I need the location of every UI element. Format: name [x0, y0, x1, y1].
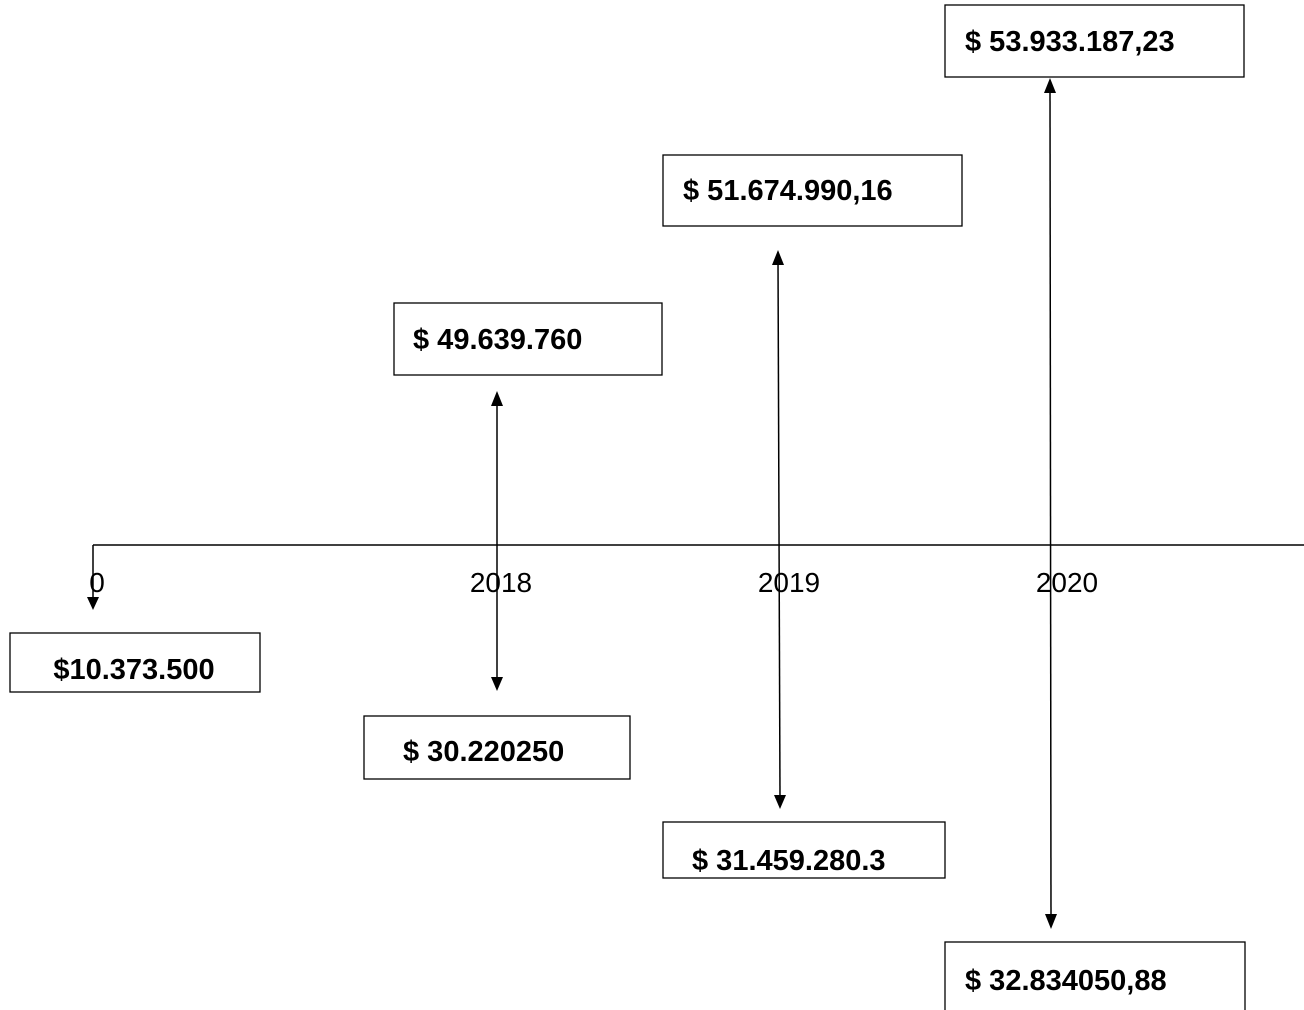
- period-label: 0: [89, 567, 105, 598]
- flow-arrow: [777, 259, 781, 799]
- arrow-head: [491, 677, 503, 691]
- amount-box: [363, 715, 631, 780]
- inflow-amount: $ 51.674.990,16: [683, 175, 893, 207]
- period-label: 2020: [1036, 567, 1098, 598]
- period-label: 2019: [758, 567, 820, 598]
- amount-box: [662, 821, 946, 879]
- inflow-amount: $ 49.639.760: [413, 324, 582, 356]
- arrow-head: [491, 391, 503, 406]
- inflow-amount: $ 53.933.187,23: [965, 26, 1175, 58]
- outflow-amount: $10.373.500: [53, 654, 214, 686]
- arrow-head: [1044, 78, 1056, 93]
- amount-box: [662, 154, 963, 227]
- flow-arrow: [1049, 87, 1052, 919]
- amount-box: [393, 302, 663, 376]
- arrow-head: [87, 597, 99, 610]
- amount-box: [9, 632, 261, 693]
- outflow-amount: $ 31.459.280.3: [692, 845, 886, 877]
- arrow-head: [772, 250, 784, 265]
- outflow-amount: $ 30.220250: [403, 736, 564, 768]
- outflow-amount: $ 32.834050,88: [965, 965, 1167, 997]
- period-label: 2018: [470, 567, 532, 598]
- arrow-head: [1045, 914, 1057, 929]
- arrow-head: [774, 795, 786, 809]
- amount-box: [944, 4, 1245, 78]
- amount-box: [944, 941, 1246, 1010]
